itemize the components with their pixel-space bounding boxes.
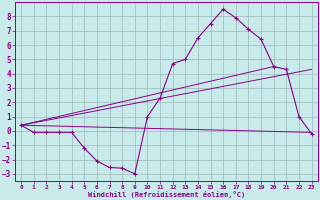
- X-axis label: Windchill (Refroidissement éolien,°C): Windchill (Refroidissement éolien,°C): [88, 191, 245, 198]
